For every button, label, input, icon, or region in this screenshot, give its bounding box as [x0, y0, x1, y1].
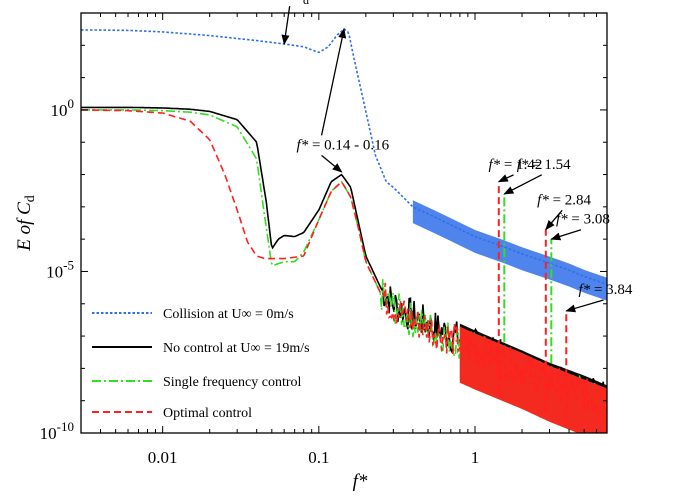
- legend-label: Optimal control: [163, 406, 252, 421]
- series-3: [81, 109, 607, 433]
- series-band: [459, 326, 607, 433]
- annotation-text: E of Fd: [264, 0, 309, 7]
- x-tick-label: 0.1: [308, 448, 329, 467]
- y-tick-label: 10-5: [46, 257, 74, 281]
- annotation-arrow: [497, 174, 514, 183]
- annotation-4: f* = 2.84: [537, 192, 592, 231]
- annotation-arrow: [503, 174, 543, 195]
- legend-label: Single frequency control: [163, 375, 302, 390]
- series-band: [412, 200, 607, 301]
- legend: Collision at U∞ = 0m/s No control at U∞ =…: [92, 307, 310, 421]
- plot-area: [81, 27, 607, 433]
- x-tick-label: 1: [471, 448, 480, 467]
- legend-entry-1: No control at U∞ = 19m/s: [92, 341, 310, 356]
- annotation-arrow: [550, 229, 582, 241]
- y-axis-title: E of Cd: [14, 195, 38, 252]
- annotation-1: f* = 0.14 - 0.16: [297, 28, 390, 173]
- annotations: E of Fd f* = 0.14 - 0.16 f* = 1.42f* = 1.5…: [264, 0, 633, 313]
- legend-entry-3: Optimal control: [92, 406, 252, 421]
- annotation-text: f* = 3.08: [556, 212, 610, 228]
- series-line: [81, 109, 607, 418]
- annotation-5: f* = 3.08: [550, 212, 610, 241]
- annotation-arrow: [320, 28, 347, 136]
- plot-frame: [80, 12, 608, 434]
- legend-entry-0: Collision at U∞ = 0m/s: [92, 307, 294, 322]
- y-tick-label: 10-10: [40, 419, 74, 443]
- axes: 0.01 0.1 1 100 10-5 10-10: [40, 12, 608, 467]
- x-axis-title: f*: [353, 471, 368, 492]
- annotation-0: E of Fd: [264, 0, 309, 45]
- legend-label: No control at U∞ = 19m/s: [163, 341, 310, 356]
- y-tick-label: 100: [51, 96, 75, 120]
- annotation-arrow: [321, 154, 343, 173]
- annotation-text: f* = 3.84: [579, 282, 633, 298]
- annotation-arrow: [565, 299, 604, 313]
- legend-label: Collision at U∞ = 0m/s: [163, 307, 294, 322]
- annotation-3: f* = 1.54: [503, 157, 571, 195]
- annotation-6: f* = 3.84: [565, 282, 633, 313]
- annotation-text: f* = 1.54: [517, 157, 571, 173]
- x-tick-label: 0.01: [148, 448, 178, 467]
- annotation-arrow: [545, 209, 563, 231]
- annotation-text: f* = 0.14 - 0.16: [297, 137, 390, 153]
- annotation-text: f* = 2.84: [537, 192, 591, 208]
- annotation-2: f* = 1.42: [489, 157, 543, 183]
- legend-entry-2: Single frequency control: [92, 375, 302, 390]
- annotation-arrow: [281, 6, 291, 45]
- annotation-text: f* = 1.42: [489, 157, 543, 173]
